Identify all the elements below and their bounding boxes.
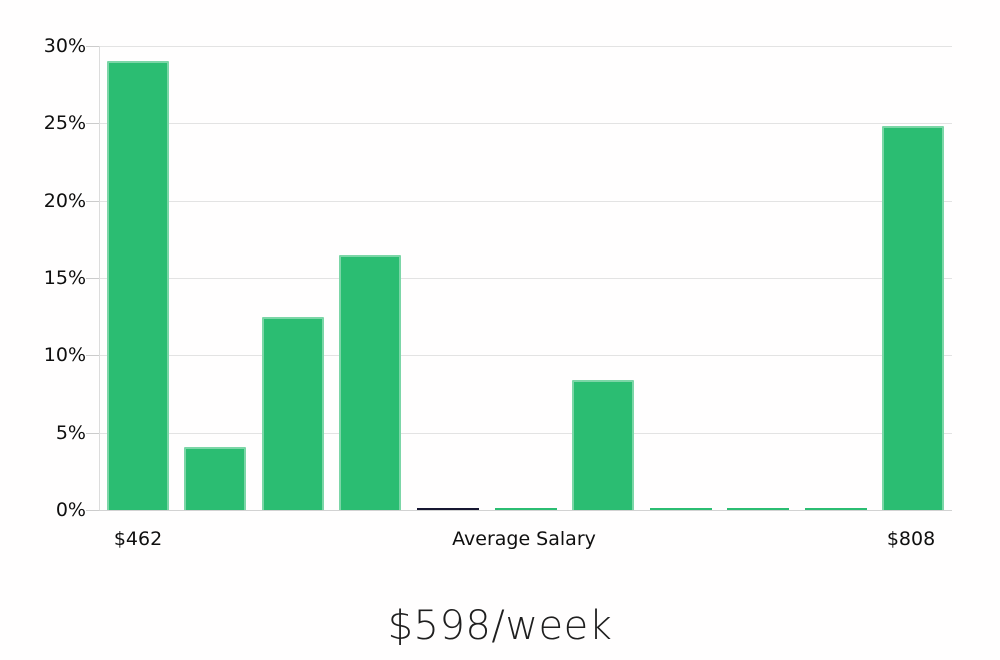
bar[interactable] xyxy=(727,508,790,510)
bar[interactable] xyxy=(882,126,945,510)
plot-area xyxy=(86,46,952,511)
y-axis-line xyxy=(99,46,100,510)
bar[interactable] xyxy=(106,61,169,510)
y-tick-label: 0% xyxy=(55,499,86,521)
x-axis-label-average-salary: Average Salary xyxy=(452,528,596,550)
y-tick-label: 30% xyxy=(43,35,86,57)
bar[interactable] xyxy=(494,508,557,510)
bar[interactable] xyxy=(261,316,324,510)
y-axis-tick xyxy=(86,510,99,511)
y-tick-label: 20% xyxy=(43,189,86,212)
gridline xyxy=(99,278,952,279)
y-axis-tick xyxy=(86,355,99,357)
bar[interactable] xyxy=(184,446,247,510)
bar[interactable] xyxy=(804,508,867,510)
y-tick-label: 15% xyxy=(43,267,86,289)
x-axis-label-min: $462 xyxy=(113,528,163,550)
gridline xyxy=(99,123,952,125)
bar[interactable] xyxy=(649,508,712,510)
gridline xyxy=(99,200,952,202)
y-axis-tick xyxy=(86,200,99,202)
x-axis-baseline xyxy=(99,510,952,511)
y-axis-tick xyxy=(86,278,99,279)
bar[interactable] xyxy=(339,254,402,510)
y-tick-label: 25% xyxy=(43,112,86,135)
gridline xyxy=(99,46,952,47)
gridline xyxy=(99,432,952,434)
y-axis-tick xyxy=(86,123,99,125)
x-axis-label-max: $808 xyxy=(886,528,936,550)
y-tick-label: 10% xyxy=(43,344,86,367)
bar-highlighted[interactable] xyxy=(416,508,479,510)
gridline xyxy=(99,355,952,357)
y-tick-label: 5% xyxy=(55,421,86,444)
y-axis-tick xyxy=(86,46,99,47)
chart-title: $598/week xyxy=(387,603,613,649)
bar[interactable] xyxy=(572,380,635,510)
y-axis-tick xyxy=(86,432,99,434)
